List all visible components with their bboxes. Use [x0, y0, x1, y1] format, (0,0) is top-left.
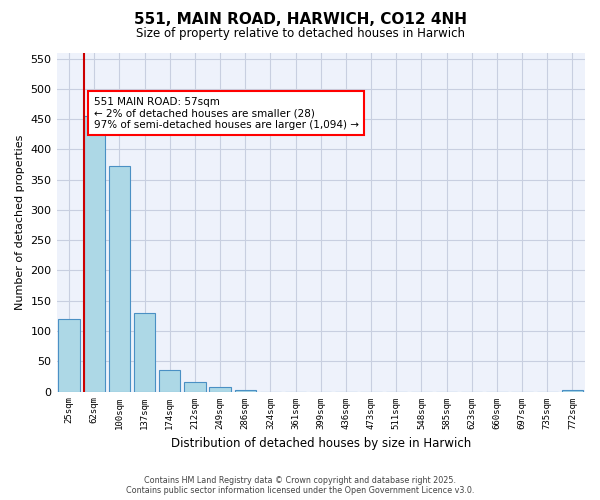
Bar [235, 390, 256, 392]
Text: Size of property relative to detached houses in Harwich: Size of property relative to detached ho… [136, 28, 464, 40]
Bar [159, 370, 181, 392]
Bar [209, 386, 231, 392]
Text: Contains HM Land Registry data © Crown copyright and database right 2025.
Contai: Contains HM Land Registry data © Crown c… [126, 476, 474, 495]
Text: 551, MAIN ROAD, HARWICH, CO12 4NH: 551, MAIN ROAD, HARWICH, CO12 4NH [133, 12, 467, 28]
Bar [184, 382, 206, 392]
Bar [134, 314, 155, 392]
Bar [83, 116, 105, 392]
Bar [562, 390, 583, 392]
Bar [58, 319, 80, 392]
Text: 551 MAIN ROAD: 57sqm
← 2% of detached houses are smaller (28)
97% of semi-detach: 551 MAIN ROAD: 57sqm ← 2% of detached ho… [94, 96, 359, 130]
X-axis label: Distribution of detached houses by size in Harwich: Distribution of detached houses by size … [170, 437, 471, 450]
Y-axis label: Number of detached properties: Number of detached properties [15, 134, 25, 310]
Bar [109, 166, 130, 392]
